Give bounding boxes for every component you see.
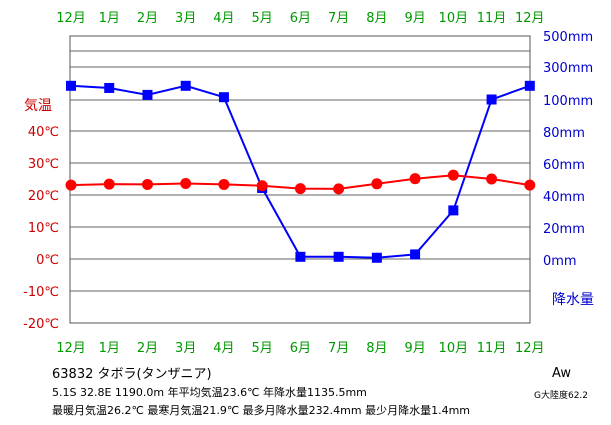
precipitation-point <box>524 80 535 91</box>
temperature-tick-label: 30℃ <box>28 157 59 172</box>
month-label-bottom: 1月 <box>99 341 120 356</box>
precipitation-point <box>218 92 229 103</box>
precipitation-point <box>142 89 153 100</box>
temperature-point <box>180 177 192 189</box>
month-label-top: 8月 <box>366 11 387 26</box>
precipitation-point <box>410 249 421 260</box>
precipitation-point <box>104 82 115 93</box>
precipitation-tick-label: 20mm <box>543 222 585 237</box>
precipitation-series <box>66 80 535 263</box>
temperature-tick-label: 0℃ <box>36 253 59 268</box>
temperature-point <box>218 178 230 190</box>
month-label-top: 2月 <box>137 11 158 26</box>
temperature-point <box>256 180 268 192</box>
month-label-bottom: 9月 <box>404 341 425 356</box>
precipitation-line <box>70 84 531 259</box>
temperature-point <box>409 173 421 185</box>
precipitation-tick-label: 40mm <box>543 190 585 205</box>
precipitation-point <box>333 251 344 262</box>
month-label-top: 7月 <box>328 11 349 26</box>
precipitation-tick-label: 100mm <box>543 94 593 109</box>
plot-frame <box>69 35 531 324</box>
month-label-bottom: 10月 <box>439 341 469 356</box>
continentality-index: G大陸度62.2 <box>534 391 589 401</box>
month-label-bottom: 7月 <box>328 341 349 356</box>
temperature-point <box>447 169 459 181</box>
temperature-point <box>141 178 153 190</box>
month-label-top: 10月 <box>439 11 469 26</box>
precipitation-point <box>486 94 497 105</box>
month-label-bottom: 11月 <box>477 341 507 356</box>
temperature-tick-label: 20℃ <box>28 189 59 204</box>
month-label-bottom: 3月 <box>175 341 196 356</box>
temperature-point <box>333 183 345 195</box>
station-extremes: 最暖月気温26.2℃ 最寒月気温21.9℃ 最多月降水量232.4mm 最少月降… <box>52 404 471 417</box>
month-label-top: 5月 <box>252 11 273 26</box>
month-label-top: 9月 <box>404 11 425 26</box>
temperature-point <box>371 178 383 190</box>
precipitation-tick-label: 300mm <box>543 61 593 76</box>
month-label-top: 1月 <box>99 11 120 26</box>
month-label-top: 4月 <box>213 11 234 26</box>
station-details: 5.1S 32.8E 1190.0m 年平均気温23.6℃ 年降水量1135.5… <box>52 386 367 399</box>
station-name: 63832 タボラ(タンザニア) <box>52 367 212 382</box>
precipitation-tick-label: 0mm <box>543 254 577 269</box>
precipitation-point <box>66 80 76 91</box>
precipitation-point <box>180 80 191 91</box>
precipitation-axis-label: 降水量 <box>552 292 594 308</box>
temperature-point <box>65 179 77 191</box>
month-label-top: 6月 <box>290 11 311 26</box>
precipitation-point <box>295 251 306 262</box>
x-axis-bottom-labels: 12月 1月 2月 3月 4月 5月 6月 7月 8月 9月 10月 11月 12月 <box>56 341 544 356</box>
month-label-top: 12月 <box>515 11 545 26</box>
x-axis-top-labels: 12月 1月 2月 3月 4月 5月 6月 7月 8月 9月 10月 11月 12月 <box>56 11 544 26</box>
precipitation-tick-label: 60mm <box>543 158 585 173</box>
temperature-point <box>524 179 536 191</box>
precipitation-point <box>448 205 459 216</box>
month-label-bottom: 8月 <box>366 341 387 356</box>
temperature-series <box>65 169 536 195</box>
month-label-bottom: 2月 <box>137 341 158 356</box>
temperature-tick-label: 10℃ <box>28 221 59 236</box>
climate-class: Aw <box>552 366 571 381</box>
temperature-tick-label: -10℃ <box>23 285 59 300</box>
month-label-bottom: 4月 <box>213 341 234 356</box>
precipitation-point <box>371 252 382 263</box>
precipitation-tick-label: 500mm <box>543 30 593 45</box>
temperature-point <box>294 183 306 195</box>
temperature-axis-label: 気温 <box>24 98 52 114</box>
temperature-point <box>486 173 498 185</box>
month-label-top: 3月 <box>175 11 196 26</box>
temperature-point <box>103 178 115 190</box>
temperature-tick-label: -20℃ <box>23 317 59 332</box>
temperature-tick-labels: -20℃ -10℃ 0℃ 10℃ 20℃ 30℃ 40℃ <box>23 125 59 332</box>
temperature-tick-label: 40℃ <box>28 125 59 140</box>
month-label-top: 12月 <box>56 11 86 26</box>
month-label-bottom: 6月 <box>290 341 311 356</box>
precipitation-tick-label: 80mm <box>543 126 585 141</box>
month-label-bottom: 5月 <box>252 341 273 356</box>
precipitation-tick-labels: 0mm 20mm 40mm 60mm 80mm 100mm 300mm 500mm <box>543 30 593 269</box>
month-label-top: 11月 <box>477 11 507 26</box>
month-label-bottom: 12月 <box>56 341 86 356</box>
month-label-bottom: 12月 <box>515 341 545 356</box>
grid-lines <box>70 50 530 292</box>
